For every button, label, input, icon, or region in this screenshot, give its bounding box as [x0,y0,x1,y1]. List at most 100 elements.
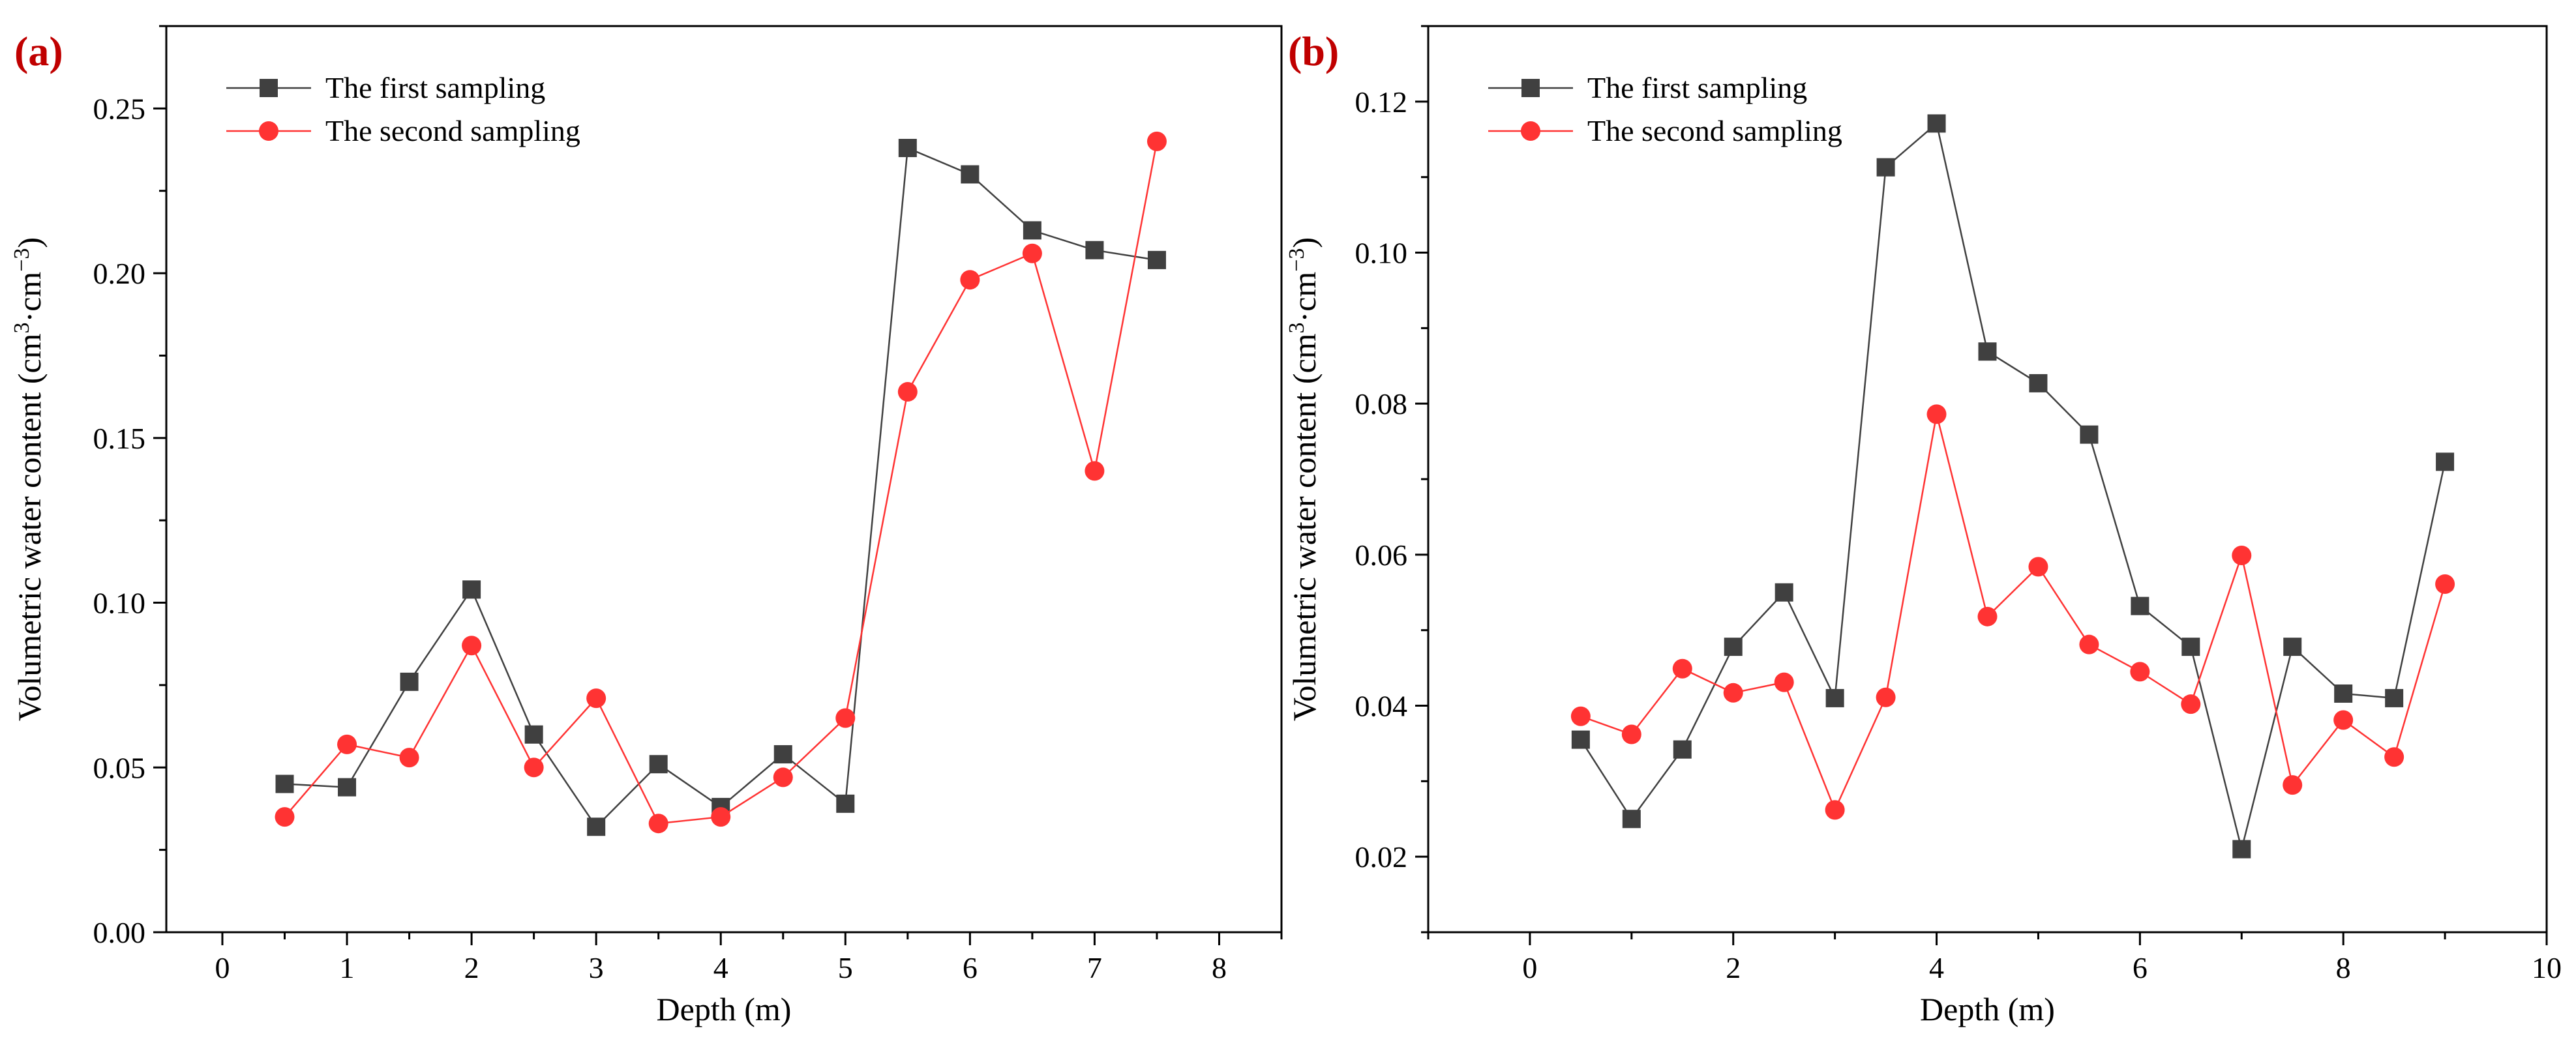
data-point-square [1622,810,1641,829]
data-point-circle [2181,694,2201,714]
data-point-circle [1876,687,1896,707]
data-point-square [1927,114,1946,133]
data-point-circle [960,270,980,290]
y-tick-label: 0.25 [93,92,146,125]
legend-label: The first sampling [1587,71,1807,104]
data-point-circle [1672,658,1692,679]
y-tick-label: 0.20 [93,257,146,290]
y-tick-label: 0.10 [93,587,146,620]
data-point-square [2029,374,2048,392]
data-point-circle [462,636,482,656]
legend-marker-circle [259,121,278,141]
series-line-1 [284,141,1158,825]
data-point-square [587,817,606,836]
data-point-square [836,794,855,813]
x-tick-label: 4 [713,951,728,984]
x-tick-label: 0 [215,951,230,984]
y-axis-title-part: Volumetric water content (cm [11,333,48,721]
plot-frame [1427,25,2548,934]
data-point-circle [586,688,607,709]
data-point-circle [1723,683,1743,703]
data-point-circle [2130,662,2150,682]
y-tick-label: 0.02 [1355,840,1408,874]
y-tick-label: 0.00 [93,916,146,949]
data-point-circle [1977,606,1998,626]
data-point-square [2334,684,2353,703]
data-point-circle [2232,545,2252,565]
x-tick-label: 2 [1726,951,1741,984]
data-point-circle [2333,710,2354,730]
data-point-circle [1022,243,1042,263]
data-point-circle [648,814,668,834]
data-point-circle [524,758,544,778]
data-point-square [961,165,980,184]
data-point-square [1825,688,1844,707]
x-tick-label: 8 [2336,951,2351,984]
y-tick-label: 0.05 [93,751,146,784]
data-point-square [2131,596,2149,615]
data-point-square [1673,740,1692,759]
x-tick-label: 1 [340,951,355,984]
data-point-circle [275,807,295,827]
data-point-square [2181,638,2200,656]
legend-marker-square [260,79,278,97]
y-tick-label: 0.15 [93,422,146,455]
legend-marker-square [1521,79,1540,97]
data-point-square [2080,425,2099,444]
legend-label: The second sampling [325,114,580,147]
x-axis-title: Depth (m) [1920,991,2055,1027]
data-point-square [1023,221,1041,240]
data-point-square [462,580,481,599]
x-tick-label: 8 [1212,951,1227,984]
panel-label: (b) [1288,28,1339,74]
y-axis-title-part: −3 [1285,248,1309,272]
data-point-square [1775,583,1793,602]
panel-label: (a) [14,28,63,74]
x-tick-label: 0 [1522,951,1537,984]
x-tick-label: 10 [2532,951,2562,984]
y-tick-label: 0.04 [1355,690,1408,723]
y-tick-label: 0.10 [1355,237,1408,270]
data-point-circle [835,708,856,728]
data-point-circle [1085,461,1105,481]
chart-panel-0: 0 1 2 3 4 5 6 7 8 0.00 0.05 0.10 0.15 0.20 0.25 Depth (… [10,25,1283,1027]
data-point-square [2385,688,2404,707]
data-point-circle [897,382,918,402]
data-point-square [275,774,294,793]
y-axis-title-part: −3 [10,248,34,272]
data-point-square [2436,452,2455,471]
plot-frame [165,25,1283,934]
y-axis-title: Volumetric water content (cm3·cm−3) [10,237,48,721]
data-point-square [1978,342,1997,361]
legend: The first sampling The second sampling [226,71,580,147]
data-point-square [1085,241,1104,259]
data-point-circle [1621,724,1641,744]
y-tick-label: 0.12 [1355,85,1408,119]
data-point-square [1571,730,1590,749]
data-point-square [1876,158,1895,177]
data-point-circle [711,807,731,827]
legend-label: The first sampling [325,71,545,104]
data-point-circle [2028,557,2048,577]
data-point-square [338,778,357,797]
data-point-square [400,672,419,691]
x-tick-label: 7 [1087,951,1102,984]
data-point-circle [1825,800,1845,820]
x-tick-label: 4 [1929,951,1944,984]
data-point-circle [2384,747,2404,767]
x-tick-label: 6 [963,951,978,984]
x-tick-label: 3 [589,951,604,984]
data-point-square [773,745,792,764]
legend-marker-circle [1521,121,1540,141]
y-axis-title-part: ·cm [1286,272,1323,323]
series-line-1 [1580,414,2446,812]
y-tick-label: 0.08 [1355,387,1408,420]
y-axis-title-part: Volumetric water content (cm [1286,333,1323,721]
x-axis-title: Depth (m) [657,991,792,1027]
data-point-circle [1570,706,1591,726]
data-point-circle [2283,775,2303,795]
y-axis-title-part: ·cm [11,272,48,323]
x-tick-label: 6 [2133,951,2148,984]
y-axis-title-part: 3 [10,322,34,333]
